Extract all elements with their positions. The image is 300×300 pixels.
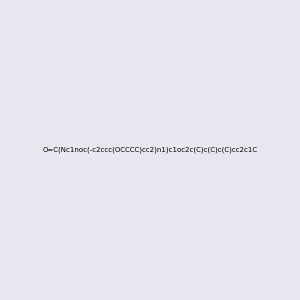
Text: O=C(Nc1noc(-c2ccc(OCCCC)cc2)n1)c1oc2c(C)c(C)c(C)cc2c1C: O=C(Nc1noc(-c2ccc(OCCCC)cc2)n1)c1oc2c(C)… — [42, 147, 258, 153]
